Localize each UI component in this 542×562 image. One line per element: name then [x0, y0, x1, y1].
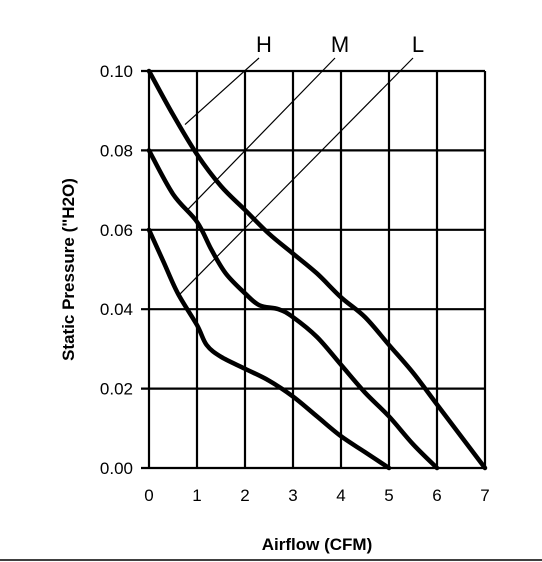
y-tick-label-5: 0.10 — [100, 62, 133, 81]
x-tick-label-5: 5 — [384, 486, 393, 505]
y-tick-label-2: 0.04 — [100, 300, 133, 319]
gridlines — [141, 69, 487, 470]
curve-label-h: H — [256, 32, 272, 57]
y-tick-label-1: 0.02 — [100, 380, 133, 399]
leader-line-h — [184, 57, 260, 126]
label-leader-lines — [178, 57, 414, 296]
curve-label-m: M — [331, 32, 349, 57]
y-axis-title: Static Pressure ("H2O) — [59, 178, 78, 361]
x-tick-label-3: 3 — [288, 486, 297, 505]
x-tick-label-6: 6 — [432, 486, 441, 505]
y-tick-label-0: 0.00 — [100, 459, 133, 478]
y-tick-label-4: 0.08 — [100, 141, 133, 160]
curve-h — [146, 68, 488, 471]
x-tick-label-1: 1 — [192, 486, 201, 505]
leader-line-m — [186, 57, 336, 211]
x-axis-ticks: 0 1 2 3 4 5 6 7 — [144, 486, 489, 505]
curve-m — [146, 148, 440, 471]
x-tick-label-4: 4 — [336, 486, 345, 505]
x-tick-label-7: 7 — [480, 486, 489, 505]
y-tick-label-3: 0.06 — [100, 221, 133, 240]
fan-curves — [146, 68, 488, 471]
x-tick-label-2: 2 — [240, 486, 249, 505]
y-axis-ticks: 0.00 0.02 0.04 0.06 0.08 0.10 — [100, 62, 133, 478]
leader-line-l — [178, 57, 414, 296]
curve-label-l: L — [412, 32, 424, 57]
x-tick-label-0: 0 — [144, 486, 153, 505]
curve-l — [146, 227, 392, 471]
x-axis-title: Airflow (CFM) — [262, 535, 372, 554]
